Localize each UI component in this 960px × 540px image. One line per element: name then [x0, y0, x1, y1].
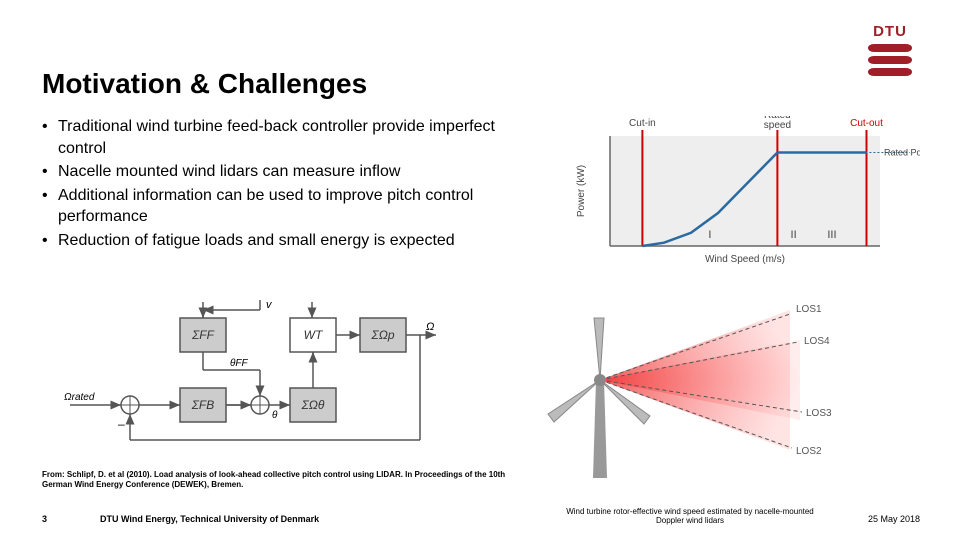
- svg-text:III: III: [827, 229, 836, 241]
- svg-text:WT: WT: [304, 328, 324, 342]
- svg-text:LOS3: LOS3: [806, 408, 832, 419]
- svg-text:Cut-out: Cut-out: [850, 118, 883, 129]
- power-curve-chart: Cut-inRatedspeedCut-outRated PowerIIIIII…: [570, 116, 920, 276]
- footer-date: 25 May 2018: [868, 514, 920, 524]
- svg-text:Power (kW): Power (kW): [576, 165, 587, 217]
- list-item: •Reduction of fatigue loads and small en…: [42, 230, 522, 252]
- svg-text:Ωrated: Ωrated: [64, 392, 95, 403]
- logo-text: DTU: [873, 23, 907, 40]
- list-item: •Nacelle mounted wind lidars can measure…: [42, 161, 522, 183]
- svg-text:Cut-in: Cut-in: [629, 118, 656, 129]
- svg-text:LOS1: LOS1: [796, 304, 822, 315]
- svg-text:ΣFB: ΣFB: [191, 398, 215, 412]
- svg-text:θFF: θFF: [230, 358, 249, 369]
- svg-text:–: –: [118, 417, 125, 431]
- svg-text:LOS4: LOS4: [804, 336, 830, 347]
- svg-text:Rated Power: Rated Power: [884, 148, 920, 158]
- list-item: •Additional information can be used to i…: [42, 185, 522, 228]
- svg-text:speed: speed: [764, 120, 791, 131]
- svg-text:II: II: [791, 229, 797, 241]
- citation-text: From: Schlipf, D. et al (2010). Load ana…: [42, 470, 522, 489]
- svg-text:LOS2: LOS2: [796, 446, 822, 457]
- list-item: •Traditional wind turbine feed-back cont…: [42, 116, 522, 159]
- svg-text:ΣΩp: ΣΩp: [371, 328, 395, 342]
- footer-center-caption: Wind turbine rotor-effective wind speed …: [560, 507, 820, 526]
- footer-affiliation: DTU Wind Energy, Technical University of…: [100, 514, 319, 524]
- slide-title: Motivation & Challenges: [42, 68, 367, 100]
- svg-text:I: I: [708, 229, 711, 241]
- turbine-lidar-figure: LOS1 LOS2 LOS3 LOS4: [540, 300, 850, 480]
- control-block-diagram: ΣFF ΣFB WT ΣΩp ΣΩθ v Ωrated θFF θ Ω –: [60, 300, 440, 460]
- svg-text:v: v: [266, 300, 273, 311]
- svg-text:ΣFF: ΣFF: [191, 328, 215, 342]
- page-number: 3: [42, 514, 47, 524]
- svg-text:Wind Speed (m/s): Wind Speed (m/s): [705, 254, 785, 265]
- svg-text:ΣΩθ: ΣΩθ: [301, 398, 325, 412]
- svg-text:θ: θ: [272, 410, 278, 421]
- bullet-list: •Traditional wind turbine feed-back cont…: [42, 116, 522, 254]
- svg-text:Ω: Ω: [426, 321, 434, 333]
- dtu-logo: DTU: [860, 22, 920, 87]
